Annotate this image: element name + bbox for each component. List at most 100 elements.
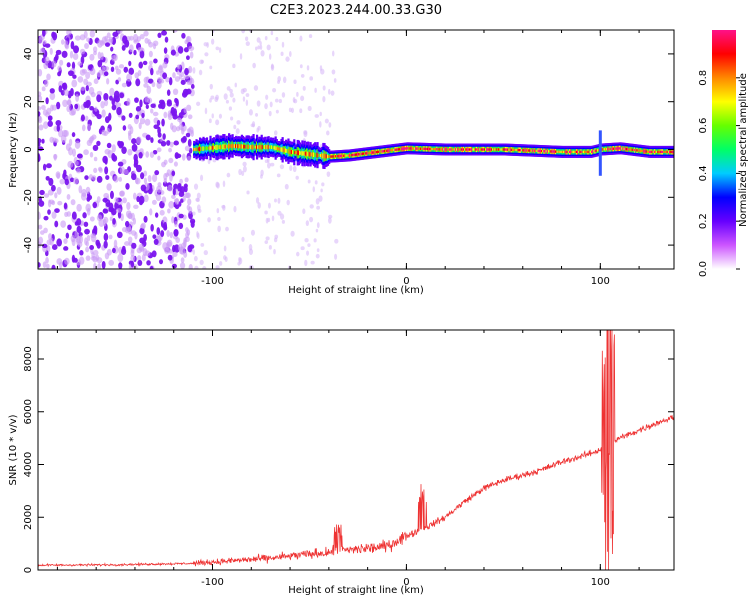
noise-speckle <box>85 71 91 80</box>
noise-speckle <box>161 30 168 36</box>
sparse-speckle <box>324 118 329 124</box>
noise-speckle <box>119 190 125 197</box>
sparse-speckle <box>266 44 271 51</box>
signal-band-cell <box>452 148 455 151</box>
sparse-speckle <box>265 94 269 100</box>
signal-band-cell <box>542 149 545 153</box>
snr-x-axis-label: Height of straight line (km) <box>288 585 424 596</box>
sparse-speckle <box>265 217 269 224</box>
noise-speckle <box>109 190 114 200</box>
noise-speckle <box>181 32 186 39</box>
signal-band-cell <box>601 148 604 151</box>
noise-speckle <box>53 153 57 161</box>
sparse-speckle <box>275 109 279 114</box>
sparse-speckle <box>215 46 220 51</box>
noise-speckle <box>39 230 45 235</box>
signal-band-cell <box>668 150 672 154</box>
sparse-speckle <box>225 99 229 104</box>
noise-speckle <box>137 110 143 116</box>
noise-speckle <box>152 111 159 117</box>
signal-band-cell <box>642 149 645 153</box>
noise-speckle <box>149 265 154 269</box>
signal-band-cell <box>421 147 424 150</box>
signal-band-cell <box>584 150 587 154</box>
noise-speckle <box>168 147 173 153</box>
signal-band-cell <box>638 149 641 152</box>
sparse-speckle <box>233 205 237 213</box>
noise-speckle <box>56 258 63 265</box>
sparse-speckle <box>315 228 319 233</box>
signal-band-cell <box>310 152 313 157</box>
signal-band-cell <box>450 148 453 151</box>
sparse-speckle <box>196 101 201 107</box>
signal-band-cell <box>561 150 565 154</box>
signal-band-cell <box>258 145 261 150</box>
signal-band-cell <box>388 149 391 152</box>
sparse-speckle <box>290 230 295 237</box>
sparse-speckle <box>264 210 268 215</box>
signal-band-cell <box>648 150 651 153</box>
signal-band-cell <box>511 148 515 152</box>
signal-band-cell <box>202 146 205 152</box>
noise-speckle <box>101 36 107 45</box>
signal-band-cell <box>252 144 255 150</box>
signal-band-cell <box>232 144 235 148</box>
noise-speckle <box>106 183 112 191</box>
noise-speckle <box>132 192 137 200</box>
signal-band-cell <box>454 148 458 151</box>
signal-band-cell <box>665 150 668 154</box>
noise-speckle <box>45 175 50 181</box>
signal-band-cell <box>634 148 637 152</box>
noise-speckle <box>167 110 172 118</box>
noise-speckle <box>49 47 53 55</box>
colorbar-tick-label: 0.4 <box>698 165 709 181</box>
noise-speckle <box>167 254 173 261</box>
signal-band-cell <box>221 144 224 150</box>
signal-band-cell <box>516 148 519 152</box>
signal-band-cell <box>563 150 566 154</box>
noise-speckle <box>131 173 137 181</box>
noise-speckle <box>143 194 149 203</box>
noise-speckle <box>83 30 88 39</box>
noise-speckle <box>38 224 43 230</box>
signal-band-cell <box>631 148 634 151</box>
sparse-speckle <box>269 101 273 108</box>
noise-speckle <box>169 141 174 148</box>
signal-band-cell <box>482 148 486 151</box>
noise-speckle <box>122 35 128 44</box>
noise-speckle <box>38 68 43 77</box>
noise-speckle <box>75 160 79 166</box>
noise-speckle <box>177 46 184 54</box>
signal-band-cell <box>544 149 547 153</box>
noise-speckle <box>64 178 70 186</box>
signal-band-cell <box>589 150 593 154</box>
signal-band-cell <box>345 154 348 157</box>
noise-speckle <box>56 238 63 247</box>
signal-band-cell <box>506 148 509 151</box>
noise-speckle <box>131 143 138 152</box>
signal-band-cell <box>621 147 624 150</box>
sparse-speckle <box>331 50 335 57</box>
signal-band-cell <box>611 147 615 150</box>
signal-band-cell <box>354 153 358 156</box>
noise-speckle <box>161 196 167 204</box>
noise-speckle <box>121 227 128 233</box>
noise-speckle <box>110 46 114 52</box>
noise-speckle <box>65 232 70 239</box>
signal-band-cell <box>481 148 484 151</box>
signal-band-cell <box>260 144 263 150</box>
snr-y-tick-label: 6000 <box>23 399 34 424</box>
noise-speckle <box>184 145 191 152</box>
signal-band-cell <box>338 154 341 158</box>
spectrogram-y-tick-label: 40 <box>23 48 34 61</box>
sparse-speckle <box>304 259 308 267</box>
noise-speckle <box>61 82 67 90</box>
noise-speckle <box>143 233 147 242</box>
snr-y-ticks: 0 2000 4000 6000 8000 <box>23 346 674 573</box>
signal-spike <box>598 130 602 176</box>
noise-speckle <box>153 58 158 64</box>
signal-band-cell <box>504 148 508 151</box>
sparse-speckle <box>192 249 196 255</box>
sparse-speckle <box>318 195 323 202</box>
noise-speckle <box>125 183 130 190</box>
